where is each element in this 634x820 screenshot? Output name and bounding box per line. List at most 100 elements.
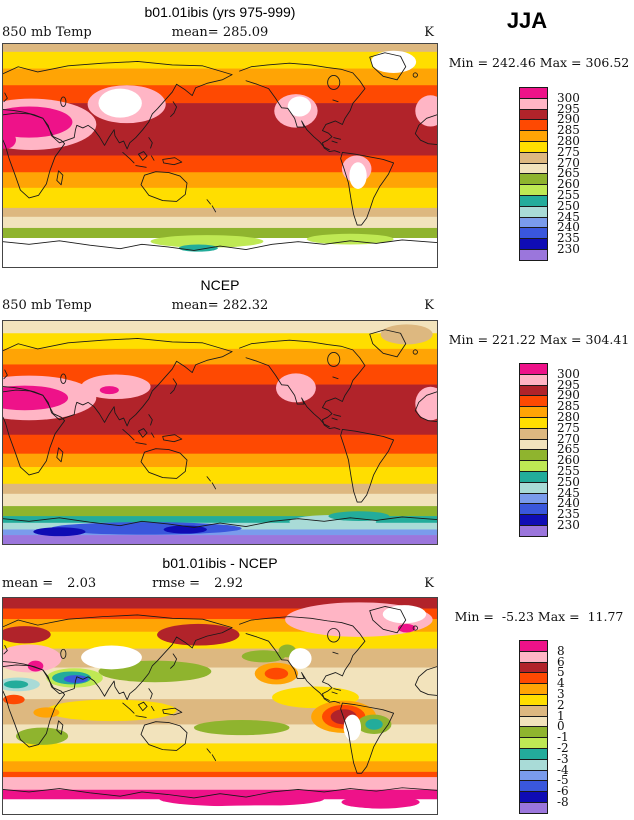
contour-blob <box>81 374 151 400</box>
contour-band <box>3 155 437 173</box>
legend-level-label: -8 <box>557 795 569 809</box>
panel3-units-label: K <box>424 576 434 591</box>
contour-band <box>3 598 437 609</box>
legend-level-label: 250 <box>557 198 580 213</box>
legend-level-label: 255 <box>557 464 580 478</box>
contour-band <box>3 187 437 209</box>
panel3-mean-label: mean = <box>2 576 54 591</box>
contour-blob <box>3 385 69 411</box>
legend-level-label: 275 <box>557 420 580 435</box>
panel3-rmse-value: 2.92 <box>214 576 244 591</box>
contour-blob <box>289 648 312 669</box>
contour-band <box>3 44 437 53</box>
contour-band <box>3 51 437 69</box>
panel3-rmse-label: rmse = <box>152 576 201 591</box>
legend-level-label: -1 <box>557 730 569 745</box>
contour-band <box>3 207 437 218</box>
panel3-stats-row: mean = 2.03 rmse = 2.92 K <box>2 576 438 592</box>
legend-level-label: -2 <box>557 741 569 755</box>
contour-blob <box>3 694 25 705</box>
contour-blob <box>349 162 367 189</box>
contour-band <box>3 321 437 334</box>
legend-level-label: 285 <box>557 123 580 138</box>
contour-blob <box>3 680 29 689</box>
contour-band <box>3 483 437 495</box>
legend-level-label: -6 <box>557 784 569 799</box>
contour-blob <box>365 718 383 730</box>
legend-level-label: 285 <box>557 399 580 414</box>
legend-level-label: 240 <box>557 220 580 235</box>
map-ncep <box>2 320 438 545</box>
contour-blob <box>178 244 218 252</box>
panel3-title: b01.01ibis - NCEP <box>162 555 278 571</box>
panel1-stats-row: 850 mb Temp mean= 285.09 K <box>2 25 438 41</box>
legend-level-label: 230 <box>557 518 580 532</box>
legend-color-swatch <box>519 801 548 814</box>
season-label: JJA <box>506 8 548 33</box>
panel3-mean-value: 2.03 <box>67 576 97 591</box>
contour-blob <box>415 386 437 421</box>
contour-band <box>3 172 437 189</box>
map-model <box>2 43 438 268</box>
legend-level-label: 270 <box>557 155 580 170</box>
contour-blob <box>3 106 73 138</box>
legend-level-label: 300 <box>557 90 580 105</box>
contour-band <box>3 216 437 229</box>
contour-band <box>3 68 437 86</box>
legend-level-label: 2 <box>557 697 565 712</box>
legend-level-label: 290 <box>557 388 580 403</box>
contour-band <box>3 529 437 536</box>
legend-level-label: 6 <box>557 654 565 669</box>
contour-blob <box>343 714 362 741</box>
legend-level-label: 1 <box>557 708 565 723</box>
contour-band <box>3 453 437 468</box>
panel2-title: NCEP <box>200 277 240 293</box>
panel1-title: b01.01ibis (yrs 975-999) <box>144 4 296 20</box>
legend-level-label: 300 <box>557 366 580 381</box>
legend-level-label: 245 <box>557 209 580 224</box>
contour-band <box>3 608 437 620</box>
contour-blob <box>16 727 69 745</box>
legend-level-label: 235 <box>557 507 580 522</box>
legend-level-label: 260 <box>557 453 580 468</box>
contour-band <box>3 771 437 778</box>
map-difference <box>2 597 438 815</box>
panel2-units-label: K <box>424 298 434 313</box>
contour-blob <box>275 373 316 403</box>
contour-blob <box>163 525 207 534</box>
legend-level-label: 290 <box>557 112 580 127</box>
legend-level-label: 235 <box>557 231 580 246</box>
legend-level-label: 8 <box>557 643 565 658</box>
contour-blob <box>241 650 286 663</box>
panel2-mean: mean= 282.32 <box>171 298 269 313</box>
legend-color-swatch <box>519 248 548 261</box>
legend-level-label: 240 <box>557 496 580 511</box>
legend-level-label: 280 <box>557 134 580 148</box>
contour-band <box>3 434 437 455</box>
contour-blob <box>150 235 264 248</box>
contour-band <box>3 535 437 544</box>
legend-level-label: -3 <box>557 751 569 766</box>
contour-blob <box>150 805 394 814</box>
contour-band <box>3 493 437 507</box>
contour-blob <box>306 233 394 245</box>
contour-blob <box>33 707 60 718</box>
panel1-units-label: K <box>424 25 434 40</box>
contour-blob <box>159 791 325 807</box>
contour-blob <box>380 324 433 345</box>
contour-blob <box>264 667 289 680</box>
contour-blob <box>81 645 142 670</box>
panel2-minmax: Min = 221.22 Max = 304.41 <box>448 332 630 347</box>
contour-blob <box>382 605 427 624</box>
contour-blob <box>46 699 177 722</box>
contour-band <box>3 743 437 762</box>
legend-level-label: 280 <box>557 410 580 424</box>
panel3-minmax: Min = -5.23 Max = 11.77 <box>454 609 624 624</box>
panel1-variable-label: 850 mb Temp <box>2 25 92 40</box>
legend-level-label: 265 <box>557 442 580 457</box>
contour-band <box>3 516 437 524</box>
contour-blob <box>341 795 420 809</box>
colorbar-difference: 8 6 5 4 3 2 1 0 -1 -2 -3 -4 -5 -6 -8 <box>519 640 634 814</box>
legend-level-label: 260 <box>557 177 580 192</box>
